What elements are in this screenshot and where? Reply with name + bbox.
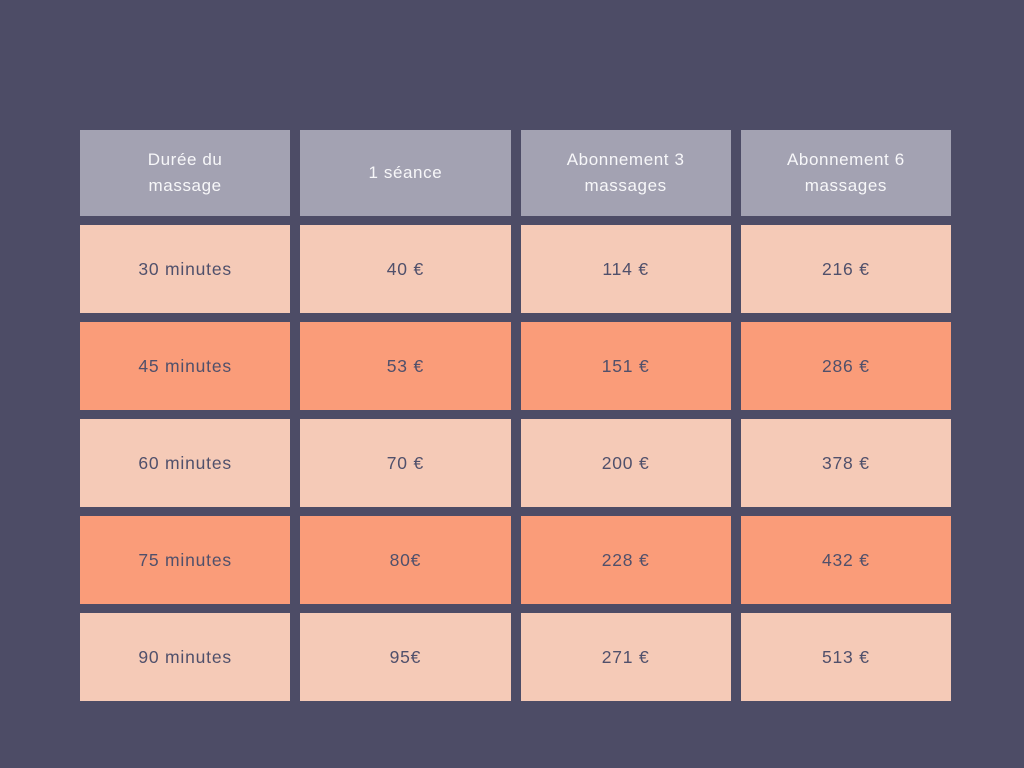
table-cell-row-4-col-3: 513 €	[740, 613, 951, 701]
table-cell-row-3-col-3: 432 €	[740, 516, 951, 604]
table-cell-row-1-col-1: 53 €	[300, 322, 511, 410]
header-cell-col-0: Durée du massage	[80, 130, 291, 216]
table-cell-row-0-col-2: 114 €	[520, 225, 731, 313]
massage-pricing-table: Durée du massage 1 séance Abonnement 3 mas…	[80, 130, 951, 701]
table-cell-row-0-col-3: 216 €	[740, 225, 951, 313]
table-cell-row-4-col-0: 90 minutes	[80, 613, 291, 701]
table-cell-row-3-col-2: 228 €	[520, 516, 731, 604]
table-cell-row-2-col-3: 378 €	[740, 419, 951, 507]
table-cell-row-2-col-1: 70 €	[300, 419, 511, 507]
table-cell-row-1-col-2: 151 €	[520, 322, 731, 410]
table-cell-row-3-col-0: 75 minutes	[80, 516, 291, 604]
table-cell-row-2-col-0: 60 minutes	[80, 419, 291, 507]
table-cell-row-4-col-2: 271 €	[520, 613, 731, 701]
table-cell-row-4-col-1: 95€	[300, 613, 511, 701]
table-cell-row-0-col-0: 30 minutes	[80, 225, 291, 313]
header-cell-col-3: Abonnement 6 massages	[740, 130, 951, 216]
header-cell-col-1: 1 séance	[300, 130, 511, 216]
table-cell-row-0-col-1: 40 €	[300, 225, 511, 313]
table-cell-row-2-col-2: 200 €	[520, 419, 731, 507]
table-cell-row-3-col-1: 80€	[300, 516, 511, 604]
table-cell-row-1-col-3: 286 €	[740, 322, 951, 410]
table-cell-row-1-col-0: 45 minutes	[80, 322, 291, 410]
header-cell-col-2: Abonnement 3 massages	[520, 130, 731, 216]
